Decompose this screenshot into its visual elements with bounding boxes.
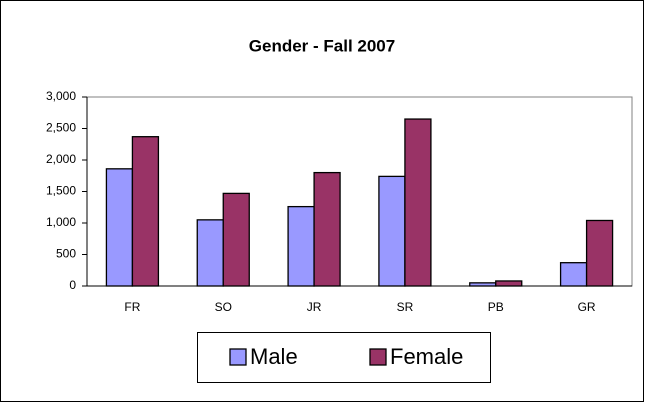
x-tick-label: JR (307, 300, 322, 314)
bar (131, 136, 160, 287)
legend-label: Female (390, 344, 463, 369)
legend-label: Male (250, 344, 298, 369)
x-tick-label: PB (488, 300, 504, 314)
chart-title: Gender - Fall 2007 (249, 36, 395, 55)
bar (559, 262, 588, 287)
x-tick-label: FR (124, 300, 140, 314)
y-tick-label: 1,500 (46, 184, 76, 198)
bar (495, 280, 523, 287)
y-tick-label: 1,000 (46, 215, 76, 229)
bar (585, 219, 614, 287)
y-tick-label: 0 (69, 278, 76, 292)
bar (313, 171, 341, 287)
legend-swatch (369, 348, 387, 366)
plot-area (86, 96, 633, 287)
y-tick-label: 500 (56, 247, 76, 261)
bar (404, 118, 432, 287)
x-tick-label: SO (215, 300, 232, 314)
y-tick-label: 2,500 (46, 121, 76, 135)
bar (105, 168, 134, 287)
bar (287, 205, 315, 287)
legend-swatch (229, 348, 247, 366)
x-tick-label: SR (397, 300, 414, 314)
bar (378, 175, 406, 287)
bar (196, 219, 224, 287)
x-tick-label: GR (578, 300, 596, 314)
y-tick-label: 2,000 (46, 152, 76, 166)
bar (222, 192, 250, 287)
y-tick-label: 3,000 (46, 89, 76, 103)
